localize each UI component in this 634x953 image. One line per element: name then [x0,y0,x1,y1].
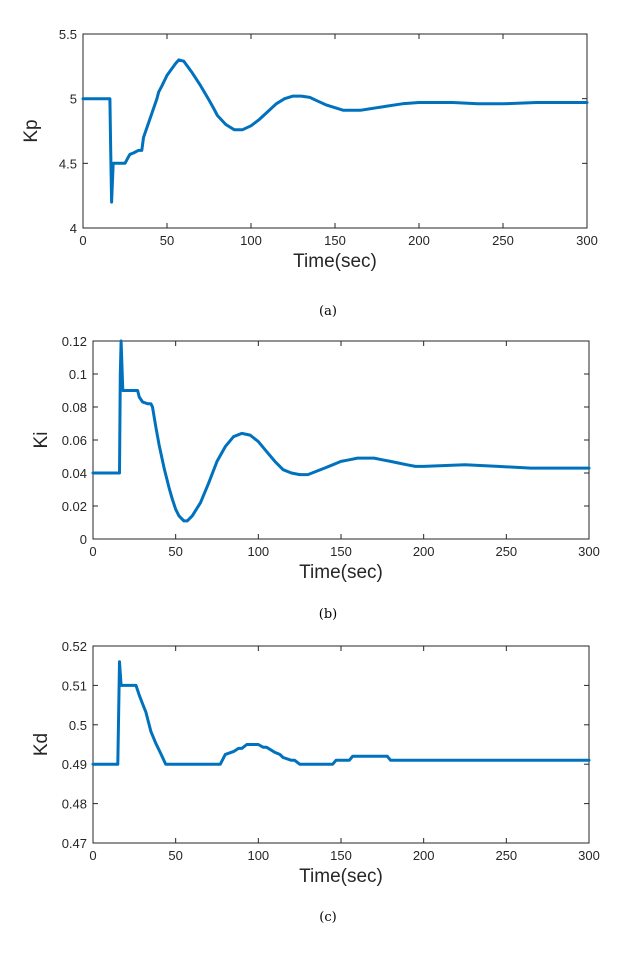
y-tick-label: 4 [70,221,77,236]
y-tick-label: 0.04 [62,466,87,481]
y-tick-label: 0.5 [69,718,87,733]
x-tick-label: 50 [160,233,174,248]
x-tick-label: 100 [247,544,269,559]
y-tick-label: 0.49 [62,757,87,772]
x-tick-label: 150 [330,848,352,863]
x-tick-label: 300 [578,544,600,559]
plot-area-frame [92,645,590,844]
x-tick-label: 200 [413,544,435,559]
x-tick-label: 100 [240,233,262,248]
x-tick-label: 300 [576,233,598,248]
y-tick-label: 0 [80,532,87,547]
x-axis-label: Time(sec) [299,562,383,583]
x-tick-label: 150 [324,233,346,248]
y-tick-label: 0.12 [62,334,87,349]
x-tick-label: 200 [413,848,435,863]
y-tick-label: 0.06 [62,433,87,448]
ki-series-line [91,339,591,523]
y-tick-label: 0.52 [62,639,87,654]
y-axis-label: Ki [31,432,52,449]
panel-caption: (c) [319,910,336,925]
x-tick-label: 100 [247,848,269,863]
x-tick-label: 150 [330,544,352,559]
chart-panel-b: 0 0.02 0.04 0.06 0.08 0.1 0.12 0 50 100 150 200 250… [31,334,600,622]
y-tick-label: 5.5 [59,27,77,42]
y-tick-label: 0.51 [62,678,87,693]
y-axis-ticks: 0 0.02 0.04 0.06 0.08 0.1 0.12 [62,334,589,547]
y-axis-ticks: 4 4.5 5 5.5 [59,27,587,236]
x-axis-ticks: 0 50 100 150 200 250 300 [79,34,598,248]
x-axis-ticks: 0 50 100 150 200 250 300 [89,341,600,559]
kp-series-line [81,58,589,204]
panel-caption: (a) [319,304,337,319]
chart-panel-c: 0.47 0.48 0.49 0.5 0.51 0.52 0 50 100 150 200 250 3… [31,639,600,925]
y-tick-label: 0.1 [69,367,87,382]
y-tick-label: 4.5 [59,156,77,171]
y-tick-label: 0.02 [62,499,87,514]
y-tick-label: 0.08 [62,400,87,415]
y-tick-label: 0.47 [62,836,87,851]
y-axis-ticks: 0.47 0.48 0.49 0.5 0.51 0.52 [62,639,589,851]
x-tick-label: 50 [168,848,182,863]
panel-caption: (b) [319,607,337,622]
x-tick-label: 300 [578,848,600,863]
y-tick-label: 5 [70,92,77,107]
x-axis-ticks: 0 50 100 150 200 250 300 [89,646,600,863]
plot-area-frame [82,33,588,229]
x-tick-label: 200 [408,233,430,248]
x-axis-label: Time(sec) [293,251,377,272]
x-tick-label: 250 [495,848,517,863]
plot-area-frame [92,340,590,540]
x-tick-label: 0 [89,848,96,863]
kd-series-line [91,660,591,766]
x-axis-label: Time(sec) [299,866,383,887]
y-tick-label: 0.48 [62,797,87,812]
x-tick-label: 0 [89,544,96,559]
x-tick-label: 0 [79,233,86,248]
x-tick-label: 250 [492,233,514,248]
y-axis-label: Kp [21,119,42,142]
x-tick-label: 250 [495,544,517,559]
x-tick-label: 50 [168,544,182,559]
y-axis-label: Kd [31,733,52,756]
chart-panel-a: 4 4.5 5 5.5 0 50 100 150 200 250 300 Time(sec) Kp… [21,27,598,319]
